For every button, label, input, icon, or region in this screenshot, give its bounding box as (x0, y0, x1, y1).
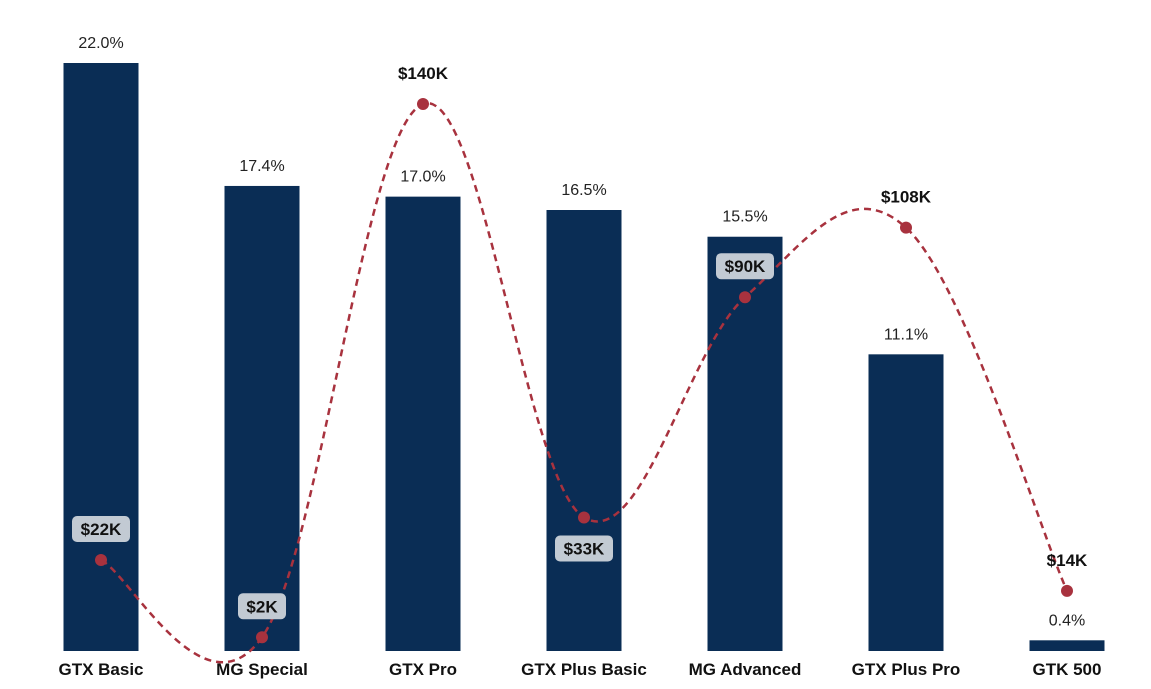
revenue-label-box-2 (238, 593, 286, 620)
bar-4 (546, 210, 622, 651)
revenue-point-6 (900, 221, 912, 234)
labels-group: 22.0% GTX Basic 17.4% MG Special 17.0% GTX Pr… (58, 35, 1101, 679)
bars-group (63, 63, 1105, 652)
revenue-point-3 (417, 98, 429, 110)
revenue-label-1: $22K (81, 520, 122, 539)
category-label-4: GTX Plus Basic (521, 660, 647, 679)
revenue-point-2 (256, 631, 268, 644)
bar-value-label-3: 17.0% (400, 169, 445, 186)
revenue-label-box-5 (716, 253, 774, 280)
category-label-6: GTX Plus Pro (852, 660, 961, 679)
revenue-label-2: $2K (246, 597, 278, 616)
bar-value-label-1: 22.0% (78, 35, 123, 52)
revenue-label-box-1 (72, 515, 130, 542)
bar-5 (707, 236, 783, 651)
bar-3 (385, 196, 461, 652)
bar-value-label-6: 11.1% (884, 326, 928, 343)
category-label-7: GTK 500 (1033, 660, 1102, 679)
bar-7 (1029, 640, 1105, 651)
revenue-label-6: $108K (881, 188, 932, 207)
bar-value-label-7: 0.4% (1049, 612, 1085, 629)
bar-value-label-4: 16.5% (561, 182, 606, 199)
revenue-label-3: $140K (398, 64, 449, 83)
category-label-1: GTX Basic (58, 660, 143, 679)
category-label-3: GTX Pro (389, 660, 457, 679)
revenue-point-1 (95, 553, 107, 566)
bar-2 (224, 185, 300, 652)
category-label-5: MG Advanced (689, 660, 802, 679)
revenue-label-4: $33K (564, 539, 605, 558)
revenue-point-7 (1061, 584, 1073, 597)
revenue-label-7: $14K (1047, 551, 1088, 570)
category-label-2: MG Special (216, 660, 308, 679)
revenue-point-4 (578, 511, 590, 524)
revenue-point-5 (739, 291, 751, 304)
revenue-label-box-4 (555, 535, 613, 562)
bar-1 (63, 63, 139, 651)
bar-value-label-2: 17.4% (239, 158, 284, 175)
bar-6 (868, 354, 944, 651)
revenue-label-5: $90K (725, 257, 766, 276)
bar-value-label-5: 15.5% (722, 209, 767, 226)
